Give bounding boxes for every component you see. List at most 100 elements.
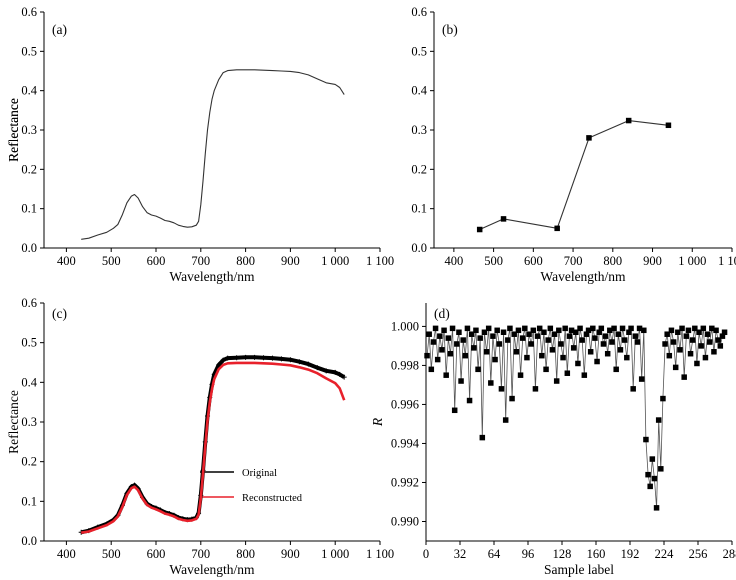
data-point xyxy=(234,355,240,361)
data-point xyxy=(638,376,645,382)
data-point xyxy=(596,329,602,336)
data-point xyxy=(332,369,338,375)
data-point xyxy=(462,352,469,359)
data-point xyxy=(564,370,571,376)
data-point xyxy=(704,331,711,337)
panel-d-label: (d) xyxy=(434,306,450,321)
data-point xyxy=(575,360,581,367)
x-tick-label: 192 xyxy=(621,547,640,561)
y-tick-label: 0.3 xyxy=(21,123,37,137)
data-point xyxy=(524,354,530,361)
data-point xyxy=(458,378,464,384)
x-axis-title: Wavelength/nm xyxy=(169,269,255,284)
data-point xyxy=(502,417,509,423)
data-point xyxy=(220,357,226,363)
data-point xyxy=(445,335,452,341)
data-point xyxy=(709,325,715,332)
data-point xyxy=(278,356,284,362)
data-point xyxy=(677,347,683,353)
data-point xyxy=(515,327,522,334)
data-point xyxy=(551,331,558,337)
data-point xyxy=(662,341,668,347)
data-point xyxy=(483,349,490,355)
data-point xyxy=(443,372,449,378)
x-tick-label: 600 xyxy=(524,254,543,268)
panel-c: (c) Original Reconstructed 400 500 600 700 8… xyxy=(6,296,394,577)
data-point xyxy=(679,325,685,332)
x-tick-label: 288 xyxy=(723,547,736,561)
data-point xyxy=(490,333,496,339)
data-point xyxy=(261,355,267,361)
x-tick-label: 900 xyxy=(281,547,300,561)
x-tick-label: 256 xyxy=(689,547,708,561)
y-tick-label: 0.6 xyxy=(411,5,427,19)
data-point xyxy=(681,374,687,380)
x-tick-label: 1 100 xyxy=(366,547,394,561)
data-point xyxy=(653,505,660,511)
series-line xyxy=(426,327,725,509)
y-tick-label: 0.2 xyxy=(21,455,37,469)
x-tick-label: 900 xyxy=(643,254,662,268)
data-point xyxy=(519,335,526,341)
data-point xyxy=(689,337,696,343)
data-point xyxy=(225,355,231,361)
x-tick-label: 1 000 xyxy=(321,254,349,268)
data-point xyxy=(547,325,554,332)
data-point xyxy=(534,333,541,339)
data-point xyxy=(456,329,462,336)
data-point xyxy=(498,386,505,392)
y-tick-label: 0.998 xyxy=(391,358,419,372)
data-point xyxy=(628,325,634,332)
y-axis-title: Reflectance xyxy=(6,98,21,162)
data-point xyxy=(323,368,329,374)
x-axis-title: Sample label xyxy=(544,562,614,577)
x-tick-label: 0 xyxy=(423,547,429,561)
data-point xyxy=(715,337,721,343)
data-point xyxy=(592,335,598,341)
x-tick-label: 64 xyxy=(488,547,501,561)
y-tick-label: 0.6 xyxy=(21,5,37,19)
y-tick-label: 0.3 xyxy=(411,123,427,137)
data-point xyxy=(706,339,713,345)
y-tick-label: 0.5 xyxy=(411,44,427,58)
data-point xyxy=(625,117,632,124)
data-point xyxy=(636,325,643,332)
data-point xyxy=(632,333,639,339)
x-tick-label: 32 xyxy=(454,547,467,561)
data-point xyxy=(643,436,649,443)
x-tick-label: 400 xyxy=(57,254,76,268)
data-point xyxy=(428,366,435,373)
data-point xyxy=(439,347,445,353)
data-point xyxy=(473,327,479,334)
x-tick-label: 1 100 xyxy=(366,254,394,268)
data-point xyxy=(471,345,477,351)
data-point xyxy=(477,335,483,341)
data-point xyxy=(611,325,617,332)
y-tick-label: 0.5 xyxy=(21,44,37,58)
data-point xyxy=(496,341,503,347)
x-tick-label: 160 xyxy=(587,547,606,561)
data-point xyxy=(658,466,664,472)
data-point xyxy=(645,471,651,478)
data-point xyxy=(468,331,475,337)
data-point xyxy=(683,333,690,339)
data-point xyxy=(216,362,222,368)
data-point xyxy=(615,331,622,337)
x-axis-title: Wavelength/nm xyxy=(540,269,626,284)
data-point xyxy=(441,327,447,334)
data-point xyxy=(698,343,704,349)
x-tick-label: 400 xyxy=(444,254,463,268)
y-axis-title: R xyxy=(370,417,385,427)
x-tick-label: 800 xyxy=(236,254,255,268)
data-point xyxy=(692,325,698,332)
data-point xyxy=(513,349,520,355)
data-point xyxy=(696,329,702,336)
y-tick-label: 0.2 xyxy=(21,162,37,176)
series-line xyxy=(80,361,346,534)
data-point xyxy=(621,337,628,343)
x-tick-label: 224 xyxy=(655,547,675,561)
data-point xyxy=(672,364,679,371)
data-point xyxy=(619,325,626,332)
data-point xyxy=(434,356,441,363)
